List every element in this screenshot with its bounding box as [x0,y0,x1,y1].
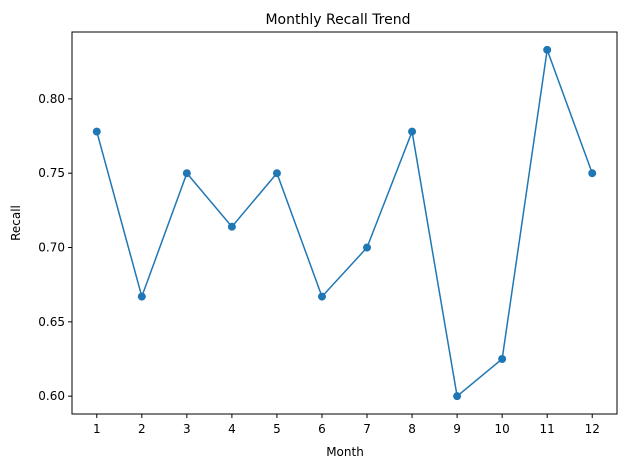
x-axis: 1 2 3 4 5 6 7 8 9 10 11 12 [93,414,600,436]
recall-data-point [363,243,372,252]
y-tick-label: 0.80 [38,92,65,106]
plot-frame [71,31,618,415]
x-tick-label: 10 [495,422,510,436]
recall-data-point [227,222,236,231]
x-axis-label: Month [326,445,364,459]
recall-data-point [543,45,552,54]
x-tick-label: 4 [228,422,236,436]
y-axis-label: Recall [9,205,23,241]
x-tick-label: 11 [540,422,555,436]
x-tick-label: 9 [453,422,461,436]
x-tick-label: 12 [585,422,600,436]
recall-data-point [182,169,191,178]
recall-data-point [588,169,597,178]
y-tick-label: 0.60 [38,389,65,403]
x-tick-label: 3 [183,422,191,436]
plot-area [71,31,618,415]
x-tick-label: 5 [273,422,281,436]
y-axis: 0.60 0.65 0.70 0.75 0.80 [38,92,72,403]
recall-data-point [137,292,146,301]
y-tick-label: 0.65 [38,315,65,329]
recall-series-line [96,49,593,398]
y-tick-label: 0.75 [38,166,65,180]
x-tick-label: 1 [93,422,101,436]
recall-data-point [92,127,101,136]
series-layer [92,45,597,401]
recall-data-point [272,169,281,178]
recall-data-point [317,292,326,301]
x-tick-label: 7 [363,422,371,436]
chart-title: Monthly Recall Trend [265,12,410,28]
x-tick-label: 8 [408,422,416,436]
x-tick-label: 6 [318,422,326,436]
recall-data-point [498,355,507,364]
x-tick-label: 2 [138,422,146,436]
y-tick-label: 0.70 [38,241,65,255]
recall-data-point [453,392,462,401]
recall-data-point [408,127,417,136]
